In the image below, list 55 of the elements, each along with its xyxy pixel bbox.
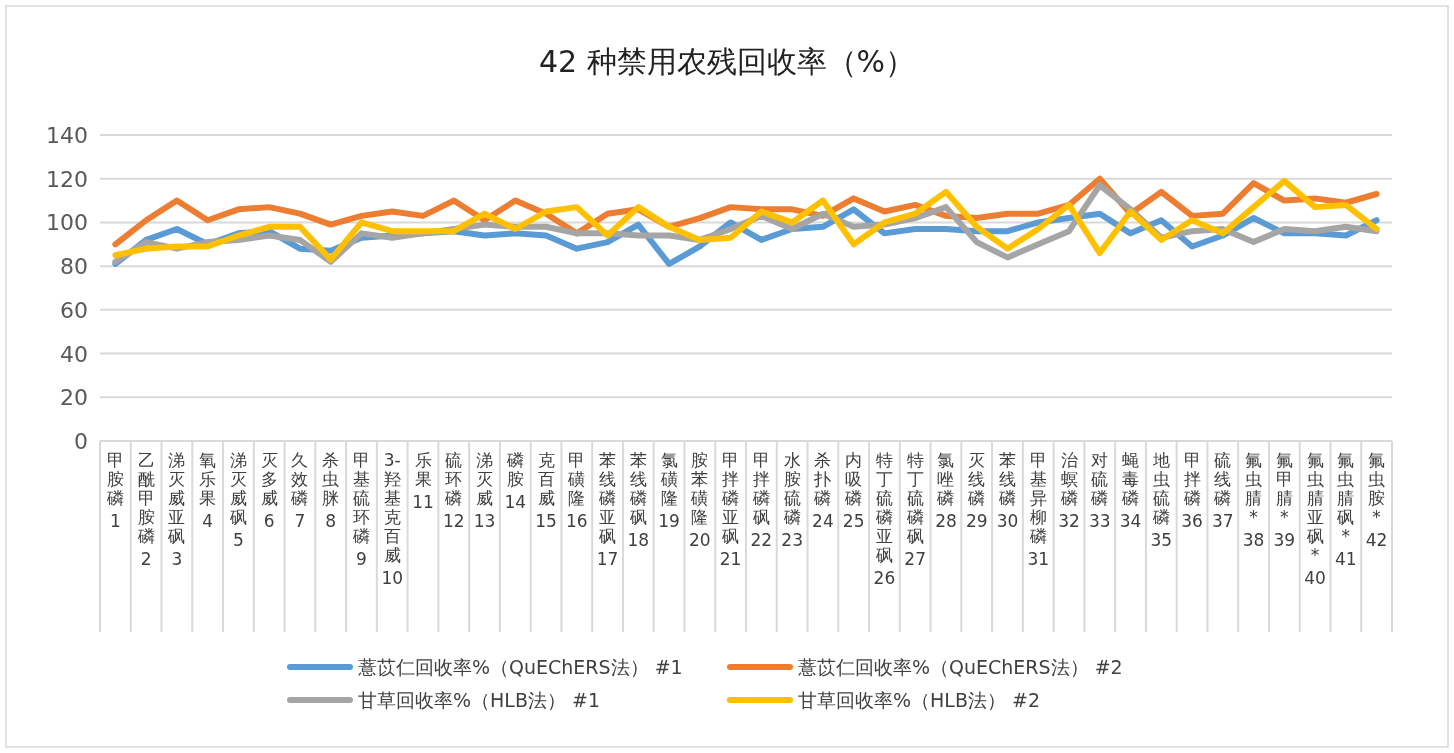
x-tick-label: 水胺硫磷 23 (781, 450, 803, 550)
legend-label: 薏苡仁回收率%（QuEChERS法） #2 (798, 656, 1123, 678)
x-tick-label: 氯唑磷 28 (935, 450, 957, 531)
legend-label: 甘草回收率%（HLB法） #2 (798, 689, 1041, 711)
x-tick-label: 灭多威 6 (260, 450, 278, 531)
x-tick-label: 磷胺 14 (504, 450, 527, 512)
x-tick-label: 氟虫腈* 38 (1242, 450, 1265, 550)
x-tick-label: 苯线磷亚砜 17 (596, 450, 619, 569)
x-tick-label: 苯线磷砜 18 (627, 450, 650, 550)
x-tick-label: 甲基异柳磷 31 (1027, 450, 1050, 569)
y-tick-label: 120 (46, 166, 88, 192)
x-tick-label: 3-羟基克百威 10 (381, 450, 404, 588)
legend-label: 薏苡仁回收率%（QuEChERS法） #1 (358, 656, 683, 678)
x-tick-label: 硫线磷 37 (1211, 450, 1234, 531)
x-tick-label: 涕灭威 13 (473, 450, 496, 531)
x-tick-label: 甲基硫环磷 9 (351, 450, 370, 569)
x-tick-label: 甲拌磷砜 22 (750, 450, 773, 550)
x-tick-label: 对硫磷 33 (1088, 450, 1111, 531)
x-tick-label: 杀扑磷 24 (812, 450, 834, 531)
x-tick-label: 胺苯磺隆 20 (689, 450, 711, 550)
x-tick-label: 内吸磷 25 (842, 450, 865, 531)
legend-label: 甘草回收率%（HLB法） #1 (358, 689, 601, 711)
x-tick-label: 治螟磷 32 (1058, 450, 1080, 531)
y-tick-label: 0 (74, 429, 88, 454)
x-tick-label: 甲磺隆 16 (565, 450, 588, 531)
x-tick-label: 地虫硫磷 35 (1150, 450, 1173, 550)
y-tick-label: 20 (60, 385, 88, 411)
x-tick-label: 氟虫腈亚砜* 40 (1304, 450, 1326, 588)
y-tick-label: 40 (60, 341, 88, 367)
x-tick-label: 氯磺隆 19 (658, 450, 680, 531)
x-tick-label: 涕灭威砜 5 (228, 450, 247, 550)
x-tick-label: 甲拌磷亚砜 21 (719, 450, 742, 569)
x-tick-label: 特丁硫磷亚砜 26 (873, 450, 896, 588)
y-tick-label: 60 (60, 297, 88, 323)
x-tick-label: 氟虫胺* 42 (1365, 450, 1388, 550)
x-tick-label: 杀虫脒 8 (322, 450, 340, 531)
x-tick-label: 甲拌磷 36 (1181, 450, 1203, 531)
x-tick-label: 灭线磷 29 (965, 450, 988, 531)
x-tick-label: 乐果 11 (412, 450, 434, 512)
x-tick-label: 硫环磷 12 (442, 450, 465, 531)
x-tick-label: 氟虫腈砜* 41 (1335, 450, 1357, 569)
y-tick-label: 80 (60, 254, 88, 280)
x-tick-label: 乙酰甲胺磷 2 (136, 450, 155, 569)
x-tick-label: 蝇毒磷 34 (1119, 450, 1142, 531)
y-tick-label: 100 (46, 210, 88, 236)
x-tick-label: 特丁硫磷砜 27 (904, 450, 927, 569)
x-tick-label: 涕灭威亚砜 3 (167, 450, 186, 569)
x-tick-label: 氧乐果 4 (199, 450, 217, 531)
x-tick-label: 克百威 15 (535, 450, 557, 531)
x-tick-label: 氟甲腈* 39 (1273, 450, 1296, 550)
x-tick-label: 甲胺磷 1 (105, 450, 124, 531)
chart-title: 42 种禁用农残回收率（%） (538, 44, 916, 79)
x-tick-label: 苯线磷 30 (996, 450, 1019, 531)
x-tick-label: 久效磷 7 (290, 450, 309, 531)
y-tick-label: 140 (46, 123, 88, 148)
